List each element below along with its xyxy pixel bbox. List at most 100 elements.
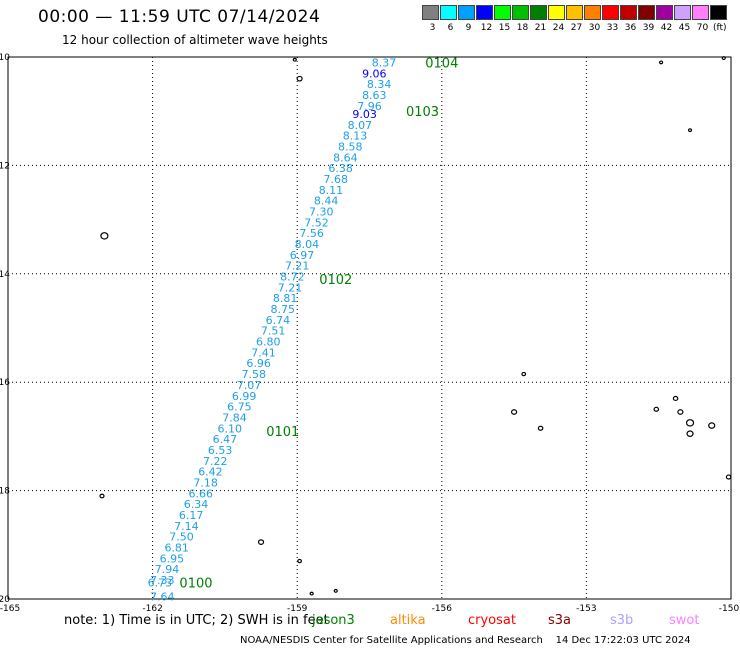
legend-swatch [530,5,547,20]
island-outline [659,60,664,65]
wave-height-label: 6.74 [266,314,291,327]
legend-label: 39 [642,23,655,33]
wave-height-label: 6.95 [160,552,185,565]
map-title: 00:00 — 11:59 UTC 07/14/2024 [38,7,321,27]
legend-swatch [458,5,475,20]
legend-label: 3 [429,23,436,33]
legend-swatch [656,5,673,20]
wave-height-label: 6.10 [217,422,242,435]
lat-tick-label: -10 [0,53,10,63]
wave-height-label: 7.50 [169,531,194,544]
pass-time-label: 0104 [425,56,458,71]
lon-tick-label: -159 [287,604,308,614]
mission-label-s3a: s3a [548,613,572,628]
wave-height-label: 8.75 [270,303,295,316]
legend-label: 42 [660,23,673,33]
lat-tick-label: -16 [0,378,10,388]
wave-height-label: 7.21 [285,260,310,273]
wave-height-label: 7.30 [309,205,334,218]
wave-height-label: 8.13 [343,130,368,143]
wave-height-label: 6.81 [164,542,189,555]
wave-height-label: 7.51 [261,325,286,338]
mission-label-cryosat: cryosat [468,613,516,628]
lat-tick-label: -14 [0,270,10,280]
mission-label-jason3: jason3 [312,613,355,628]
mission-label-swot: swot [669,613,700,628]
wave-height-label: 8.34 [367,78,392,91]
wave-height-label: 6.66 [189,487,214,500]
wave-height-label: 6.47 [213,433,238,446]
legend-swatch [692,5,709,20]
island-outline [686,430,694,437]
legend-swatch [602,5,619,20]
island-outline [521,371,527,377]
legend-swatch [710,5,727,20]
lat-tick-label: -18 [0,487,10,497]
wave-height-label: 7.33 [150,574,175,587]
wave-height-label: 7.18 [193,476,218,489]
legend-swatch [620,5,637,20]
island-outline [677,409,684,415]
legend-label: 12 [480,23,493,33]
island-outline [510,409,518,415]
pass-time-label: 0103 [406,105,439,120]
legend-swatch [566,5,583,20]
mission-label-altika: altika [390,613,426,628]
island-outline [687,128,693,133]
wave-height-label: 8.63 [362,89,387,102]
island-outline [309,591,314,596]
legend-swatch [440,5,457,20]
map-frame [7,56,732,600]
island-outline [257,539,265,545]
wave-height-label: 7.22 [203,455,228,468]
units-note: note: 1) Time is in UTC; 2) SWH is in fe… [64,613,329,628]
island-outline [292,57,297,62]
wave-height-label: 8.11 [319,184,344,197]
legend-swatch [638,5,655,20]
wave-height-label: 7.58 [242,368,267,381]
wave-height-label: 8.04 [295,238,320,251]
pass-time-label: 0101 [266,425,299,440]
wave-height-label: 6.42 [198,466,223,479]
legend-label: 24 [552,23,565,33]
wave-height-label: 7.64 [150,590,175,603]
legend-label: 33 [606,23,619,33]
lon-tick-label: -156 [432,604,453,614]
wave-height-label: 6.96 [246,357,271,370]
island-outline [708,422,716,429]
wave-height-label: 6.17 [179,509,204,522]
wave-height-label: 8.81 [273,292,298,305]
island-outline [297,558,303,564]
island-outline [725,474,732,480]
legend-label: 27 [570,23,583,33]
legend-label: 15 [498,23,511,33]
wave-height-label: 8.44 [314,195,339,208]
wave-height-label: 6.73 [148,577,173,590]
lon-tick-label: -165 [0,604,20,614]
legend-swatch [422,5,439,20]
wave-height-label: 6.97 [290,249,315,262]
wave-height-label: 8.07 [348,119,373,132]
legend-swatch [494,5,511,20]
island-outline [99,493,105,499]
wave-height-label: 6.38 [328,162,353,175]
wave-height-label: 7.07 [237,379,262,392]
mission-label-s3b: s3b [610,613,634,628]
wave-height-label: 9.03 [352,108,377,121]
wave-height-label: 7.21 [278,281,303,294]
wave-height-label: 7.94 [155,563,180,576]
legend-swatch [548,5,565,20]
wave-height-label: 8.58 [338,140,363,153]
wave-height-label: 7.56 [299,227,324,240]
wave-height-label: 6.53 [208,444,233,457]
wave-height-label: 6.99 [232,390,257,403]
legend-swatch [584,5,601,20]
wave-height-label: 6.75 [227,401,252,414]
island-outline [653,406,660,412]
legend-label: 30 [588,23,601,33]
generated-timestamp: 14 Dec 17:22:03 UTC 2024 [555,635,691,646]
wave-height-label: 7.52 [304,216,329,229]
legend-swatch [512,5,529,20]
legend-label: 36 [624,23,637,33]
credit-line: NOAA/NESDIS Center for Satellite Applica… [240,635,691,646]
